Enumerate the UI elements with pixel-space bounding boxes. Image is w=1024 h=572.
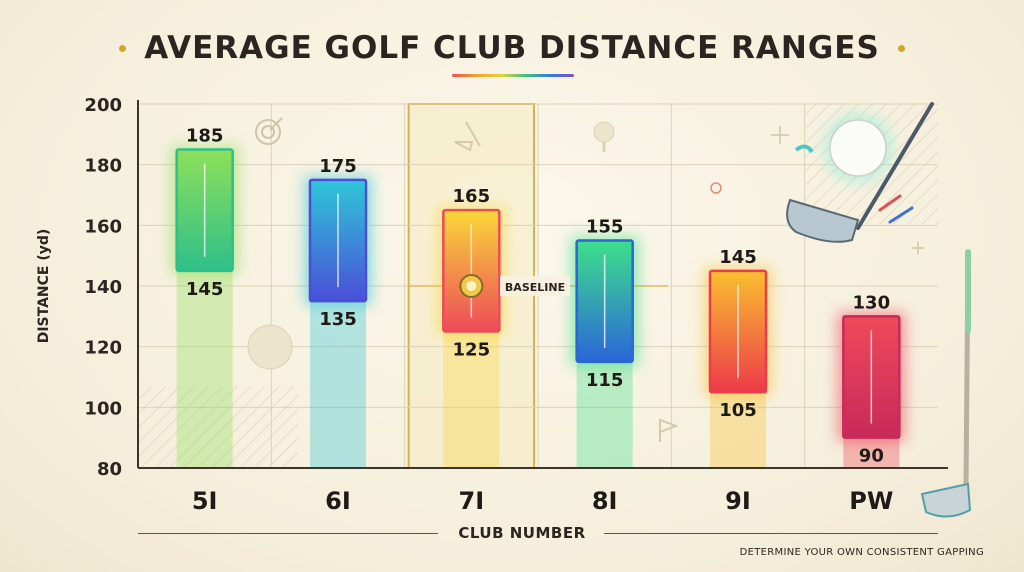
bar-stem-6i bbox=[310, 301, 366, 468]
x-tick-label-6i: 6I bbox=[325, 487, 351, 515]
bar-stem-9i bbox=[710, 392, 766, 468]
x-tick-label-5i: 5I bbox=[192, 487, 218, 515]
y-tick-label-100: 100 bbox=[84, 398, 122, 419]
sparkle-dot-icon bbox=[710, 182, 722, 194]
x-tick-label-pw: PW bbox=[849, 487, 893, 515]
data-label-max-8i: 155 bbox=[586, 217, 624, 238]
title-dot-left bbox=[119, 44, 127, 52]
sparkle-plus-small-icon bbox=[912, 242, 924, 254]
data-label-min-6i: 135 bbox=[319, 309, 357, 330]
xlabel-rule-right bbox=[604, 533, 938, 534]
y-tick-label-120: 120 bbox=[84, 338, 122, 359]
x-tick-label-9i: 9I bbox=[725, 487, 751, 515]
y-tick-label-180: 180 bbox=[84, 156, 122, 177]
target-icon bbox=[255, 117, 283, 145]
y-axis-title: DISTANCE (yd) bbox=[36, 229, 52, 344]
baseline-marker-core bbox=[466, 281, 477, 291]
title-underline bbox=[452, 74, 574, 77]
golf-ball bbox=[829, 119, 887, 177]
data-label-min-pw: 90 bbox=[859, 446, 884, 467]
bar-stem-8i bbox=[576, 361, 633, 468]
title-dot-right bbox=[897, 44, 905, 52]
target-ring-inner bbox=[261, 125, 275, 139]
side-club-head-icon bbox=[920, 482, 972, 518]
bar-stem-5i bbox=[176, 270, 233, 468]
golf-tee-ball-icon bbox=[593, 121, 615, 143]
y-tick-label-160: 160 bbox=[84, 216, 122, 237]
data-label-max-pw: 130 bbox=[853, 292, 891, 313]
x-axis-title: CLUB NUMBER bbox=[458, 524, 586, 542]
golf-ball-icon-faded bbox=[247, 324, 293, 370]
x-tick-label-8i: 8I bbox=[592, 487, 618, 515]
y-tick-label-80: 80 bbox=[97, 459, 122, 480]
baseline-label-bg bbox=[500, 276, 570, 296]
data-label-max-6i: 175 bbox=[319, 156, 357, 177]
bar-stem-7i bbox=[443, 331, 500, 468]
data-label-max-5i: 185 bbox=[186, 126, 224, 147]
xlabel-rule-left bbox=[138, 533, 438, 534]
flag-icon-faded bbox=[659, 418, 679, 442]
swoosh-icon bbox=[794, 144, 814, 154]
motion-stripe-blue bbox=[888, 206, 914, 224]
baseline-label: BASELINE bbox=[505, 281, 565, 294]
target-ring-outer bbox=[255, 119, 281, 145]
target-arrow bbox=[269, 117, 283, 131]
sparkle-plus-icon bbox=[771, 126, 789, 144]
data-label-min-8i: 115 bbox=[586, 370, 624, 391]
motion-stripe-red bbox=[878, 194, 902, 212]
data-label-min-5i: 145 bbox=[186, 279, 224, 300]
footnote: DETERMINE YOUR OWN CONSISTENT GAPPING bbox=[739, 547, 984, 558]
title-row: AVERAGE GOLF CLUB DISTANCE RANGES bbox=[0, 26, 1024, 70]
y-tick-label-200: 200 bbox=[84, 95, 122, 116]
bar-stem-pw bbox=[843, 437, 900, 468]
golf-ball-icon bbox=[824, 114, 892, 182]
data-label-min-9i: 105 bbox=[719, 400, 757, 421]
data-label-max-7i: 165 bbox=[453, 186, 491, 207]
iron-head-icon bbox=[786, 198, 860, 243]
x-tick-label-7i: 7I bbox=[459, 487, 485, 515]
chart-title: AVERAGE GOLF CLUB DISTANCE RANGES bbox=[144, 30, 880, 66]
data-label-max-9i: 145 bbox=[719, 247, 757, 268]
club-icon-faded bbox=[454, 121, 481, 152]
iron-shaft-icon bbox=[856, 102, 934, 230]
data-label-min-7i: 125 bbox=[453, 340, 491, 361]
y-tick-label-140: 140 bbox=[84, 277, 122, 298]
